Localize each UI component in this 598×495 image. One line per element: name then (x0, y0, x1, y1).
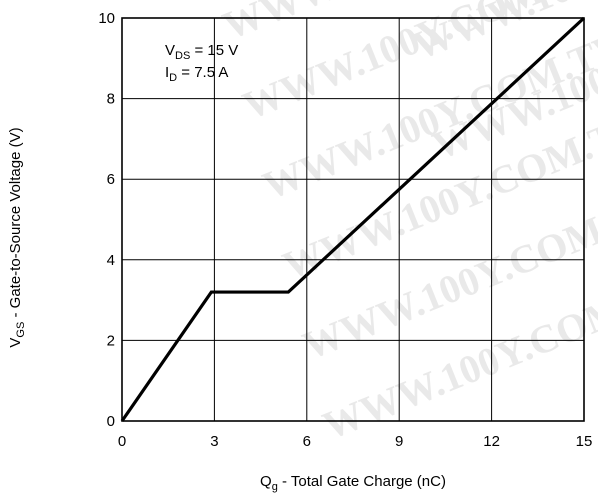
x-tick-label: 0 (118, 433, 126, 450)
tick-labels: 0 3 6 9 12 15 0 2 4 6 8 10 (98, 10, 592, 450)
plot-frame (121, 17, 585, 422)
x-tick-label: 3 (210, 433, 218, 450)
x-tick-label: 12 (483, 433, 500, 450)
y-tick-label: 6 (107, 171, 115, 188)
x-tick-label: 15 (576, 433, 593, 450)
annotations: VDS = 15 VID = 7.5 A (165, 42, 238, 84)
y-tick-label: 2 (107, 332, 115, 349)
watermark-layer: WWW.100Y.COM.TWWWW.100Y.COM.TWWWW.100Y.C… (217, 0, 598, 448)
y-tick-label: 0 (107, 413, 115, 430)
annotation-text: VDS = 15 V (165, 42, 238, 62)
y-axis-title: VGS - Gate-to-Source Voltage (V) (7, 127, 27, 347)
vgs-curve (120, 16, 586, 422)
y-tick-label: 4 (107, 252, 115, 269)
x-axis-title: Qg - Total Gate Charge (nC) (260, 473, 446, 493)
series-layer (120, 16, 586, 422)
x-tick-label: 9 (395, 433, 403, 450)
y-tick-label: 8 (107, 91, 115, 108)
annotation-text: ID = 7.5 A (165, 64, 228, 84)
y-tick-label: 10 (98, 10, 115, 27)
x-tick-label: 6 (303, 433, 311, 450)
